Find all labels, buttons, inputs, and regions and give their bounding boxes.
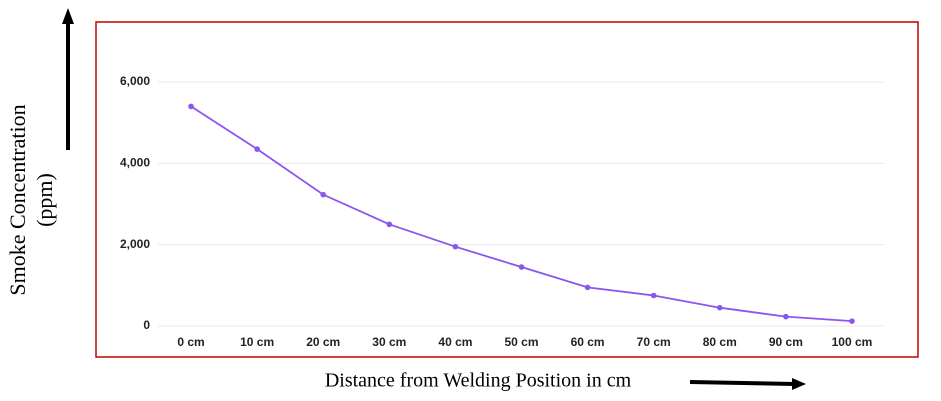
data-point: [783, 313, 789, 320]
x-tick-label: 70 cm: [637, 335, 671, 349]
data-point: [584, 284, 591, 291]
data-line: [190, 105, 853, 323]
data-point: [716, 304, 723, 311]
x-axis-title: Distance from Welding Position in cm: [325, 370, 632, 392]
y-axis-title: Smoke Concentration (ppm): [5, 104, 57, 296]
data-point: [386, 221, 393, 228]
chart-frame: [95, 21, 919, 358]
x-tick-label: 10 cm: [240, 335, 274, 349]
data-point: [452, 243, 459, 250]
data-point: [650, 292, 657, 299]
x-tick-label: 100 cm: [832, 335, 873, 349]
data-point: [320, 191, 327, 198]
x-tick-label: 80 cm: [703, 335, 737, 349]
x-tick-label: 40 cm: [438, 335, 472, 349]
x-tick-label: 20 cm: [306, 335, 340, 349]
x-tick-label: 90 cm: [769, 335, 803, 349]
x-arrow-head: [792, 378, 806, 390]
x-tick-label: 30 cm: [372, 335, 406, 349]
y-tick-label: 6,000: [120, 74, 150, 88]
x-tick-label: 50 cm: [504, 335, 538, 349]
y-arrow-head: [62, 8, 74, 24]
x-tick-label: 60 cm: [571, 335, 605, 349]
y-tick-label: 4,000: [120, 156, 150, 170]
y-tick-label: 0: [143, 318, 150, 332]
data-point: [849, 318, 855, 324]
y-tick-label: 2,000: [120, 237, 150, 251]
data-point: [254, 146, 260, 152]
data-point: [518, 264, 525, 270]
x-tick-label: 0 cm: [177, 335, 204, 349]
x-arrow: [689, 380, 796, 386]
data-point: [188, 103, 194, 110]
